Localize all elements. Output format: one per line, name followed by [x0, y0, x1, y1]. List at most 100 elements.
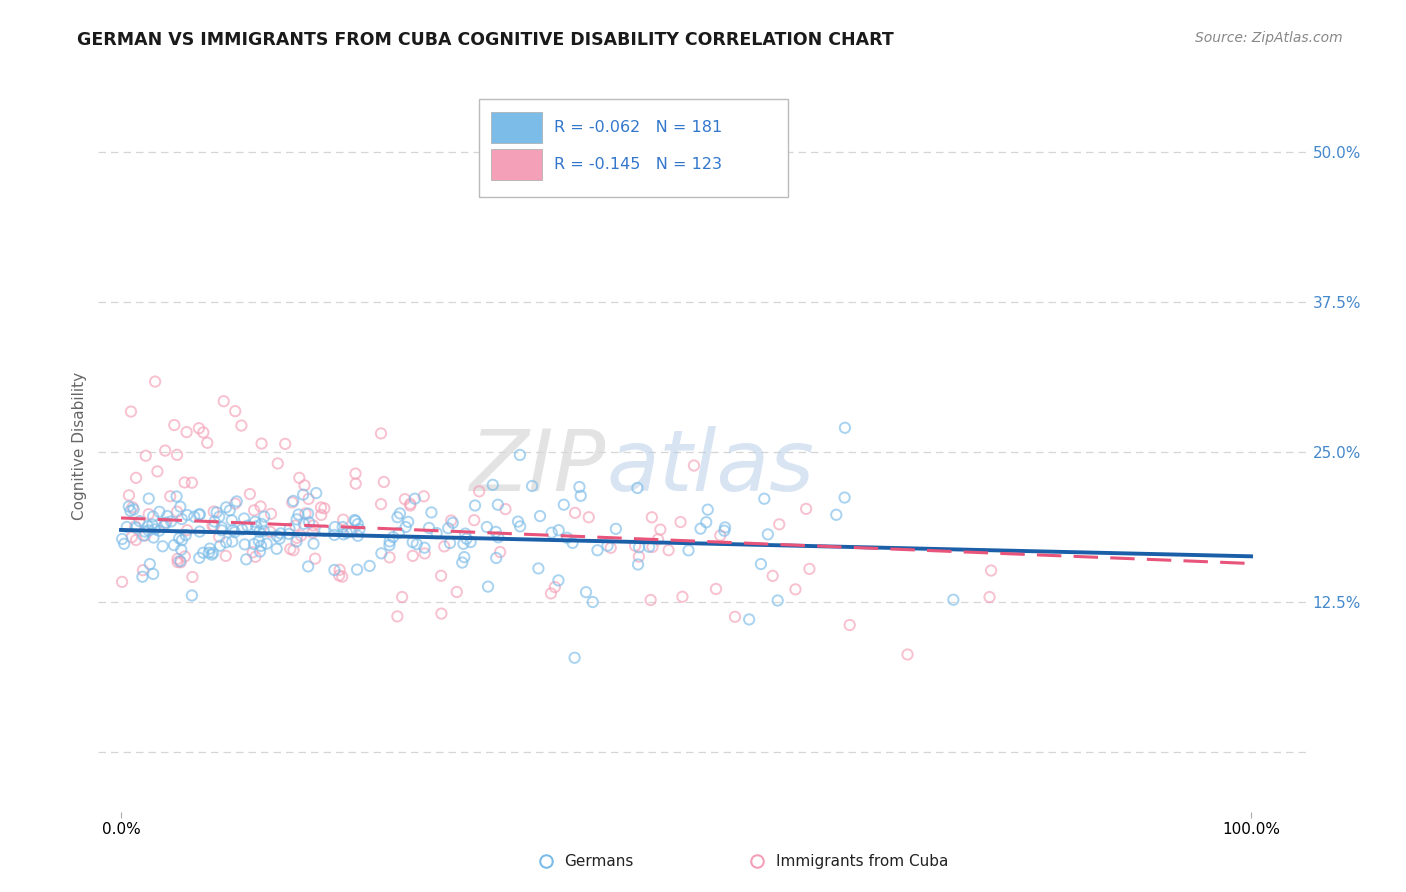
Point [396, 515, 419, 529]
Point [188, 508, 211, 522]
Point [239, 487, 262, 501]
Point [250, 436, 273, 450]
Point [683, 458, 706, 473]
Point [485, 551, 508, 566]
Point [785, 582, 807, 597]
Point [242, 545, 264, 559]
Point [188, 507, 211, 521]
Point [118, 500, 141, 514]
Point [343, 513, 366, 527]
Point [142, 509, 165, 524]
Point [344, 476, 367, 491]
Point [218, 503, 240, 517]
Point [520, 479, 543, 493]
Text: Source: ZipAtlas.com: Source: ZipAtlas.com [1195, 31, 1343, 45]
Point [456, 532, 478, 546]
Point [181, 570, 204, 584]
Text: Germans: Germans [564, 854, 633, 869]
Point [283, 543, 305, 558]
Point [211, 524, 233, 538]
Text: GERMAN VS IMMIGRANTS FROM CUBA COGNITIVE DISABILITY CORRELATION CHART: GERMAN VS IMMIGRANTS FROM CUBA COGNITIVE… [77, 31, 894, 49]
Point [387, 510, 409, 524]
Point [138, 507, 160, 521]
Point [302, 518, 325, 533]
Point [626, 481, 648, 495]
Point [163, 538, 186, 552]
Point [426, 526, 449, 541]
Point [647, 533, 669, 547]
Point [344, 514, 367, 528]
Point [187, 421, 209, 435]
Point [359, 558, 381, 573]
Point [285, 512, 308, 526]
Point [838, 618, 860, 632]
Point [486, 530, 509, 544]
Point [638, 540, 661, 554]
Point [180, 475, 202, 490]
Point [942, 592, 965, 607]
Point [143, 522, 166, 536]
Point [309, 500, 332, 515]
Point [183, 509, 205, 524]
Point [555, 531, 578, 545]
Point [134, 528, 156, 542]
Text: Immigrants from Cuba: Immigrants from Cuba [776, 854, 948, 869]
Point [176, 523, 198, 537]
Point [250, 539, 273, 553]
Point [166, 552, 188, 566]
Point [834, 421, 856, 435]
Point [277, 527, 299, 541]
Point [193, 425, 215, 440]
Point [314, 524, 336, 538]
Point [143, 375, 166, 389]
Point [301, 525, 323, 540]
Point [215, 500, 238, 515]
Text: ZIP: ZIP [470, 426, 606, 509]
Point [561, 536, 583, 550]
Point [344, 467, 367, 481]
Point [221, 534, 243, 549]
Point [188, 550, 211, 565]
Point [294, 507, 316, 521]
Point [509, 519, 531, 533]
Point [627, 558, 650, 572]
Point [201, 518, 224, 533]
Point [221, 513, 243, 527]
Point [173, 475, 195, 490]
Point [233, 537, 256, 551]
Point [245, 549, 267, 564]
Point [599, 541, 621, 555]
Text: R = -0.145   N = 123: R = -0.145 N = 123 [554, 157, 723, 172]
Point [640, 593, 662, 607]
Point [402, 549, 425, 563]
Point [671, 590, 693, 604]
Point [564, 506, 586, 520]
Point [650, 523, 672, 537]
Point [153, 516, 176, 531]
Point [290, 529, 312, 543]
Point [370, 426, 392, 441]
Point [328, 568, 350, 582]
Point [297, 507, 319, 521]
Point [399, 499, 422, 513]
Point [979, 590, 1001, 604]
Point [292, 516, 315, 531]
Point [253, 509, 276, 524]
Point [332, 527, 354, 541]
Point [152, 539, 174, 553]
Point [269, 532, 291, 546]
Point [382, 530, 405, 544]
Point [224, 525, 246, 540]
Point [125, 533, 148, 547]
Point [122, 502, 145, 516]
Point [460, 535, 482, 549]
Point [274, 437, 297, 451]
Text: atlas: atlas [606, 426, 814, 509]
Point [412, 489, 434, 503]
Point [544, 580, 567, 594]
Point [378, 534, 401, 549]
Point [215, 549, 238, 563]
Point [292, 487, 315, 501]
Point [477, 580, 499, 594]
Point [468, 484, 491, 499]
